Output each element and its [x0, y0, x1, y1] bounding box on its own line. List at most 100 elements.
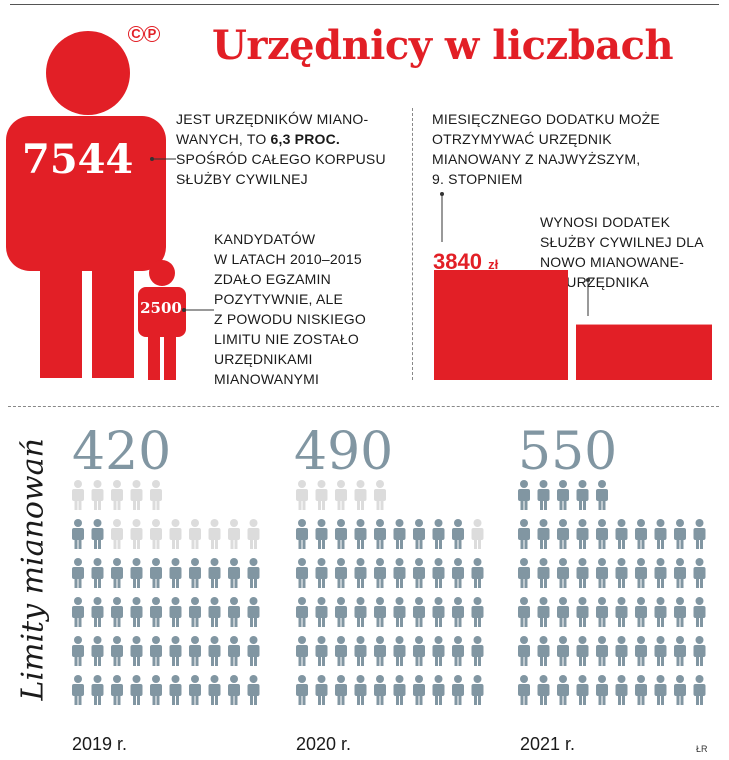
person-icon	[596, 636, 608, 666]
person-icon	[72, 519, 84, 549]
person-icon	[518, 519, 530, 549]
person-icon	[169, 558, 182, 588]
person-icon	[72, 675, 84, 705]
person-icon	[247, 636, 260, 666]
person-icon	[537, 519, 550, 549]
person-icon	[374, 636, 386, 666]
bonus-bar	[576, 324, 712, 380]
person-icon	[557, 597, 569, 627]
person-icon	[393, 675, 406, 705]
person-icon	[91, 636, 104, 666]
person-icon	[247, 558, 260, 588]
person-icon	[91, 597, 104, 627]
civil-desc-line: SPOŚRÓD CAŁEGO KORPUSU	[176, 151, 386, 167]
person-icon	[654, 519, 667, 549]
person-icon	[674, 597, 686, 627]
person-icon	[335, 675, 347, 705]
horizontal-divider	[8, 406, 719, 407]
person-icon	[150, 519, 162, 549]
person-icon	[130, 480, 143, 510]
person-icon	[693, 597, 706, 627]
person-icon	[72, 636, 84, 666]
person-icon	[111, 636, 123, 666]
copyright-icon: C	[128, 26, 144, 42]
leader-line-candidates	[182, 308, 214, 312]
person-icon	[296, 675, 308, 705]
person-icon	[374, 480, 386, 510]
person-icon	[111, 558, 123, 588]
person-icon	[247, 519, 260, 549]
person-icon	[576, 480, 589, 510]
person-icon	[413, 519, 425, 549]
person-icon	[537, 675, 550, 705]
person-icon	[72, 558, 84, 588]
bonus-bar	[434, 270, 568, 380]
person-icon	[413, 636, 425, 666]
candidates-description: KANDYDATÓW W LATACH 2010–2015 ZDAŁO EGZA…	[214, 229, 414, 389]
civil-servants-count: 7544	[22, 136, 134, 183]
person-icon	[452, 519, 464, 549]
person-icon	[91, 675, 104, 705]
small-person-icon	[138, 260, 186, 380]
bonus-max-line: MIANOWANY Z NAJWYŻSZYM,	[432, 151, 641, 167]
person-icon	[354, 597, 367, 627]
person-icon	[674, 519, 686, 549]
person-icon	[208, 519, 221, 549]
leader-line-civil	[150, 157, 176, 161]
bonus-max-description: MIESIĘCZNEGO DODATKU MOŻE OTRZYMYWAĆ URZ…	[432, 109, 712, 189]
person-icon	[654, 675, 667, 705]
limit-value-2020: 490	[294, 422, 394, 482]
person-icon	[635, 519, 647, 549]
person-icon	[432, 675, 445, 705]
bonus-max-line: OTRZYMYWAĆ URZĘDNIK	[432, 131, 612, 147]
person-icon	[393, 597, 406, 627]
person-icon	[452, 675, 464, 705]
person-icon	[596, 519, 608, 549]
leader-line-bonus-max	[440, 192, 444, 242]
person-icon	[557, 480, 569, 510]
person-icon	[150, 636, 162, 666]
person-icon	[335, 519, 347, 549]
civil-desc-line: WANYCH, TO 6,3 PROC.	[176, 129, 401, 149]
person-icon	[315, 597, 328, 627]
person-icon	[537, 597, 550, 627]
person-icon	[91, 480, 104, 510]
person-icon	[518, 636, 530, 666]
person-icon	[557, 675, 569, 705]
cand-desc-line: KANDYDATÓW	[214, 231, 316, 247]
person-icon	[228, 558, 240, 588]
person-icon	[315, 636, 328, 666]
person-icon	[335, 597, 347, 627]
person-icon	[315, 480, 328, 510]
person-icon	[615, 636, 628, 666]
person-icon	[654, 558, 667, 588]
cand-desc-line: Z POWODU NISKIEGO	[214, 311, 366, 327]
limit-value-2021: 550	[518, 422, 618, 482]
person-icon	[354, 675, 367, 705]
person-icon	[471, 636, 484, 666]
person-icon	[374, 558, 386, 588]
person-icon	[413, 675, 425, 705]
person-icon	[130, 675, 143, 705]
limit-value-2019: 420	[72, 422, 172, 482]
phonogram-icon: P	[144, 26, 160, 42]
cand-desc-line: ZDAŁO EGZAMIN	[214, 271, 331, 287]
person-icon	[635, 597, 647, 627]
person-icon	[228, 519, 240, 549]
cand-desc-line: W LATACH 2010–2015	[214, 251, 362, 267]
person-icon	[150, 480, 162, 510]
bonus-new-line: WYNOSI DODATEK	[540, 214, 671, 230]
person-icon	[615, 597, 628, 627]
person-icon	[393, 636, 406, 666]
cand-desc-line: POZYTYWNIE, ALE	[214, 291, 344, 307]
person-icon	[452, 636, 464, 666]
person-icon	[228, 636, 240, 666]
civil-servants-description: JEST URZĘDNIKÓW MIANO- WANYCH, TO 6,3 PR…	[176, 109, 401, 189]
person-icon	[228, 675, 240, 705]
person-icon	[576, 558, 589, 588]
person-icon	[413, 597, 425, 627]
cand-desc-line: URZĘDNIKAMI	[214, 351, 313, 367]
person-icon	[654, 597, 667, 627]
person-icon	[674, 558, 686, 588]
person-icon	[393, 558, 406, 588]
